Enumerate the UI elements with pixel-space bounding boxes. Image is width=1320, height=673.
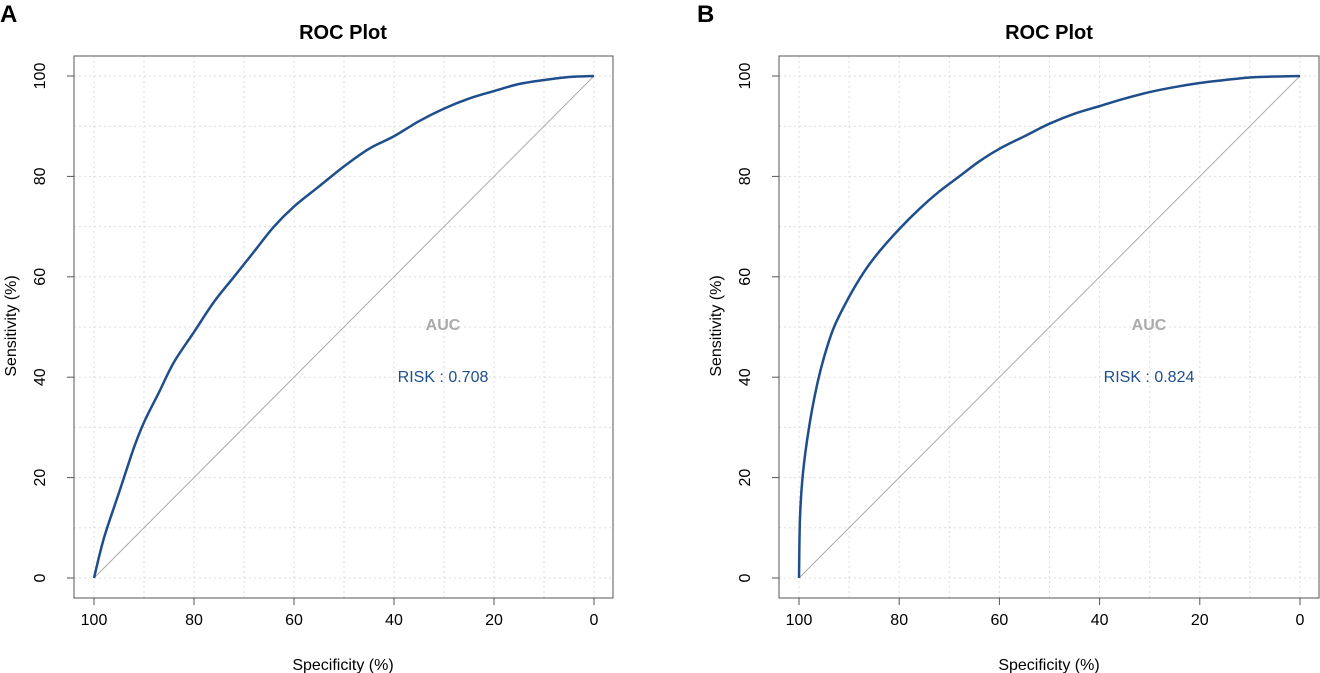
y-tick-label: 60 <box>32 268 49 286</box>
x-tick-label: 100 <box>786 612 813 629</box>
x-axis: 100 80 60 40 20 0 <box>81 598 599 629</box>
y-axis-label: Sensitivity (%) <box>3 275 20 376</box>
y-tick-label: 40 <box>32 368 49 386</box>
y-tick-label: 40 <box>737 368 754 386</box>
chart-title: ROC Plot <box>1005 22 1093 44</box>
x-axis-label: Specificity (%) <box>998 657 1099 673</box>
y-tick-label: 20 <box>32 469 49 487</box>
auc-heading: AUC <box>1132 317 1167 334</box>
y-tick-label: 100 <box>32 63 49 90</box>
roc-panel-b: B ROC Plot 100 80 60 40 20 0 0 20 40 60 80 100 Spe… <box>697 1 1320 673</box>
roc-curve-risk <box>92 74 595 579</box>
y-tick-label: 60 <box>737 268 754 286</box>
auc-value: RISK : 0.824 <box>1104 369 1195 386</box>
auc-heading: AUC <box>426 317 461 334</box>
x-tick-label: 40 <box>1091 612 1109 629</box>
x-tick-label: 60 <box>285 612 303 629</box>
panel-label: B <box>697 1 714 28</box>
y-tick-label: 0 <box>737 573 754 582</box>
diagonal-reference-line <box>93 75 595 579</box>
roc-curve-risk <box>797 74 1301 579</box>
x-tick-label: 20 <box>1191 612 1209 629</box>
x-axis: 100 80 60 40 20 0 <box>786 598 1305 629</box>
panel-label: A <box>0 1 17 28</box>
y-axis-label: Sensitivity (%) <box>708 275 725 376</box>
x-tick-label: 40 <box>385 612 403 629</box>
x-tick-label: 80 <box>890 612 908 629</box>
roc-panel-a: A ROC Plot 100 80 60 40 20 0 0 20 40 60 80 100 Spe… <box>0 1 614 673</box>
plot-frame <box>778 55 1320 599</box>
y-tick-label: 100 <box>737 63 754 90</box>
plot-frame <box>73 55 614 599</box>
y-tick-label: 80 <box>32 167 49 185</box>
y-tick-label: 80 <box>737 167 754 185</box>
y-axis: 0 20 40 60 80 100 <box>737 63 779 582</box>
x-axis-label: Specificity (%) <box>292 657 393 673</box>
diagonal-reference-line <box>798 75 1301 579</box>
y-tick-label: 0 <box>32 573 49 582</box>
x-tick-label: 0 <box>1296 612 1305 629</box>
x-tick-label: 80 <box>185 612 203 629</box>
x-tick-label: 0 <box>590 612 599 629</box>
y-axis: 0 20 40 60 80 100 <box>32 63 74 582</box>
y-tick-label: 20 <box>737 469 754 487</box>
x-tick-label: 20 <box>485 612 503 629</box>
auc-value: RISK : 0.708 <box>398 369 489 386</box>
x-tick-label: 100 <box>81 612 108 629</box>
chart-title: ROC Plot <box>299 22 387 44</box>
x-tick-label: 60 <box>991 612 1009 629</box>
